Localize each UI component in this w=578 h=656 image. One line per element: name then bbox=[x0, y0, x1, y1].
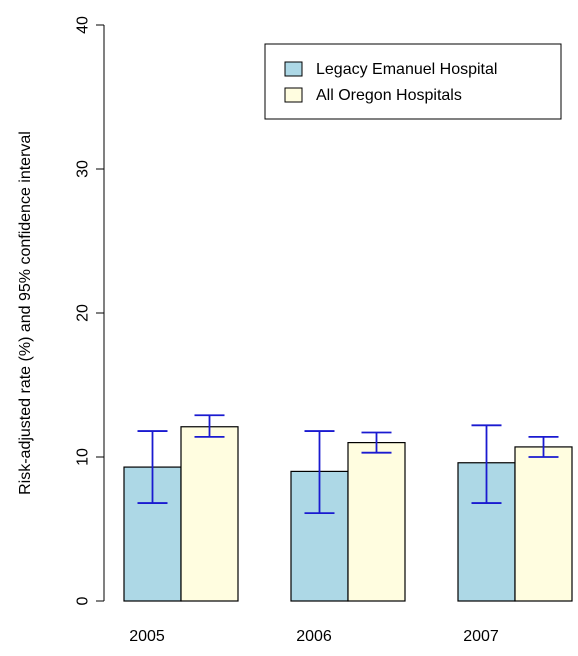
y-tick-label: 20 bbox=[75, 304, 92, 322]
legend: Legacy Emanuel Hospital All Oregon Hospit… bbox=[264, 43, 562, 120]
legend-label: Legacy Emanuel Hospital bbox=[316, 61, 497, 78]
x-tick-label: 2005 bbox=[129, 628, 165, 645]
y-axis: 0 10 20 30 40 bbox=[75, 16, 105, 605]
bars-group bbox=[123, 426, 573, 602]
x-tick-label: 2007 bbox=[463, 628, 499, 645]
y-tick-label: 30 bbox=[75, 160, 92, 178]
error-bars-group bbox=[137, 414, 559, 515]
x-tick-labels: 2005 2006 2007 bbox=[129, 628, 499, 645]
bar bbox=[180, 426, 239, 602]
bar bbox=[347, 442, 406, 602]
legend-swatch bbox=[284, 61, 303, 77]
x-tick-label: 2006 bbox=[296, 628, 332, 645]
bar bbox=[514, 446, 573, 602]
y-tick-label: 40 bbox=[75, 16, 92, 34]
legend-label: All Oregon Hospitals bbox=[316, 87, 462, 104]
legend-box bbox=[264, 43, 562, 120]
y-tick-label: 0 bbox=[75, 596, 92, 605]
y-axis-label: Risk-adjusted rate (%) and 95% confidenc… bbox=[17, 131, 34, 495]
y-tick-label: 10 bbox=[75, 448, 92, 466]
legend-swatch bbox=[284, 87, 303, 103]
